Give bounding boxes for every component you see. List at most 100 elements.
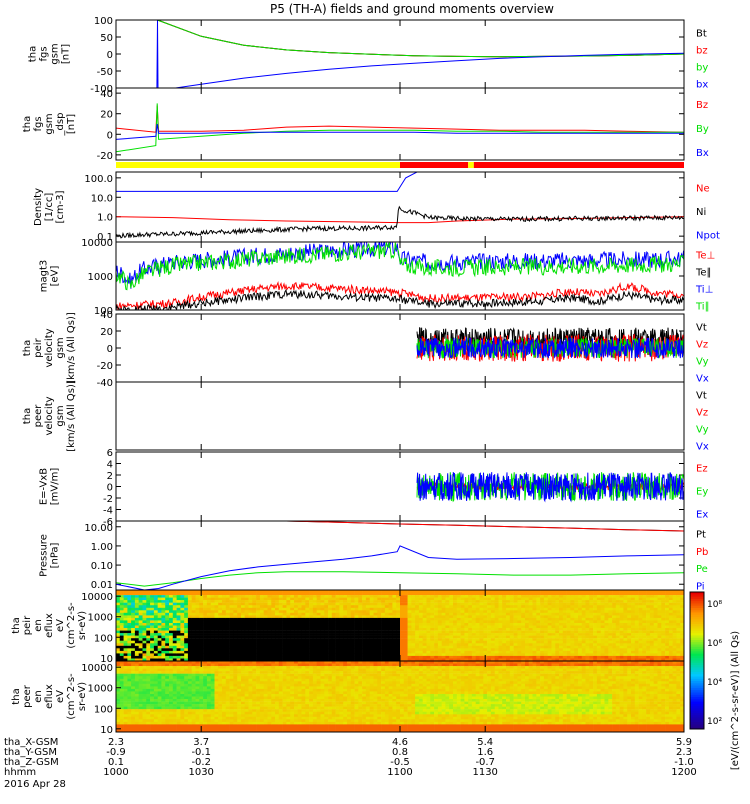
spectrogram-cell [158, 598, 162, 601]
spectrogram-cell [241, 631, 245, 634]
spectrogram-cell [230, 600, 234, 603]
spectrogram-cell [324, 656, 328, 659]
spectrogram-cell [256, 638, 260, 641]
spectrogram-cell [620, 598, 624, 601]
spectrogram-cell [154, 707, 158, 710]
spectrogram-cell [506, 656, 510, 659]
spectrogram-cell [639, 593, 643, 596]
spectrogram-cell [124, 699, 128, 702]
spectrogram-cell [499, 593, 503, 596]
spectrogram-cell [286, 615, 290, 618]
spectrogram-cell [302, 648, 306, 651]
spectrogram-cell [165, 674, 169, 677]
spectrogram-cell [461, 598, 465, 601]
spectrogram-cell [252, 628, 256, 631]
spectrogram-cell [139, 595, 143, 598]
spectrogram-cell [597, 641, 601, 644]
spectrogram-cell [226, 608, 230, 611]
spectrogram-cell [589, 646, 593, 649]
spectrogram-cell [521, 646, 525, 649]
spectrogram-cell [286, 638, 290, 641]
spectrogram-cell [593, 628, 597, 631]
spectrogram-cell [358, 593, 362, 596]
spectrogram-cell [302, 613, 306, 616]
spectrogram-cell [464, 656, 468, 659]
spectrogram-cell [127, 651, 131, 654]
spectrogram-cell [480, 593, 484, 596]
spectrogram-cell [127, 704, 131, 707]
spectrogram-cell [491, 656, 495, 659]
spectrogram-cell [328, 651, 332, 654]
spectrogram-cell [120, 618, 124, 621]
spectrogram-cell [252, 646, 256, 649]
spectrogram-cell [646, 615, 650, 618]
spectrogram-cell [650, 593, 654, 596]
spectrogram-cell [173, 641, 177, 644]
spectrogram-cell [351, 636, 355, 639]
spectrogram-cell [120, 664, 124, 667]
spectrogram-cell [203, 653, 207, 656]
spectrogram-cell [241, 595, 245, 598]
figure-title: P5 (TH-A) fields and ground moments over… [270, 2, 554, 16]
spectrogram-cell [275, 595, 279, 598]
spectrogram-cell [222, 626, 226, 629]
spectrogram-cell [525, 618, 529, 621]
spectrogram-cell [177, 699, 181, 702]
spectrogram-cell [608, 620, 612, 623]
spectrogram-cell [559, 643, 563, 646]
spectrogram-cell [392, 656, 396, 659]
spectrogram-cell [358, 598, 362, 601]
spectrogram-cell [124, 709, 128, 712]
spectrogram-cell [366, 605, 370, 608]
spectrogram-cell [635, 615, 639, 618]
spectrogram-cell [173, 707, 177, 710]
spectrogram-cell [408, 593, 412, 596]
spectrogram-cell [173, 699, 177, 702]
spectrogram-cell [131, 704, 135, 707]
spectrogram-cell [445, 623, 449, 626]
spectrogram-cell [131, 608, 135, 611]
spectrogram-cell [305, 595, 309, 598]
spectrogram-cell [324, 620, 328, 623]
spectrogram-cell [143, 686, 147, 689]
spectrogram-cell [658, 595, 662, 598]
spectrogram-cell [673, 615, 677, 618]
spectrogram-cell [336, 603, 340, 606]
spectrogram-cell [154, 618, 158, 621]
spectrogram-cell [230, 656, 234, 659]
spectrogram-cell [374, 593, 378, 596]
spectrogram-cell [313, 593, 317, 596]
spectrogram-cell [283, 651, 287, 654]
spectrogram-cell [442, 636, 446, 639]
spectrogram-cell [544, 633, 548, 636]
spectrogram-cell [139, 651, 143, 654]
spectrogram-cell [605, 628, 609, 631]
spectrogram-cell [461, 638, 465, 641]
spectrogram-cell [120, 694, 124, 697]
spectrogram-cell [249, 648, 253, 651]
spectrogram-cell [279, 610, 283, 613]
spectrogram-cell [449, 646, 453, 649]
spectrogram-cell [555, 626, 559, 629]
spectrogram-cell [631, 646, 635, 649]
spectrogram-cell [124, 702, 128, 705]
spectrogram-cell [230, 620, 234, 623]
spectrogram-cell [593, 641, 597, 644]
spectrogram-cell [355, 618, 359, 621]
spectrogram-cell [131, 691, 135, 694]
spectrogram-cell [461, 656, 465, 659]
spectrogram-cell [207, 626, 211, 629]
spectrogram-cell [445, 620, 449, 623]
spectrogram-cell [559, 615, 563, 618]
spectrogram-cell [131, 697, 135, 700]
spectrogram-cell [116, 618, 120, 621]
spectrogram-cell [302, 628, 306, 631]
spectrogram-cell [480, 598, 484, 601]
spectrogram-cell [442, 653, 446, 656]
spectrogram-cell [154, 691, 158, 694]
spectrogram-cell [408, 631, 412, 634]
spectrogram-cell [279, 613, 283, 616]
spectrogram-cell [574, 608, 578, 611]
spectrogram-cell [374, 613, 378, 616]
spectrogram-cell [173, 653, 177, 656]
